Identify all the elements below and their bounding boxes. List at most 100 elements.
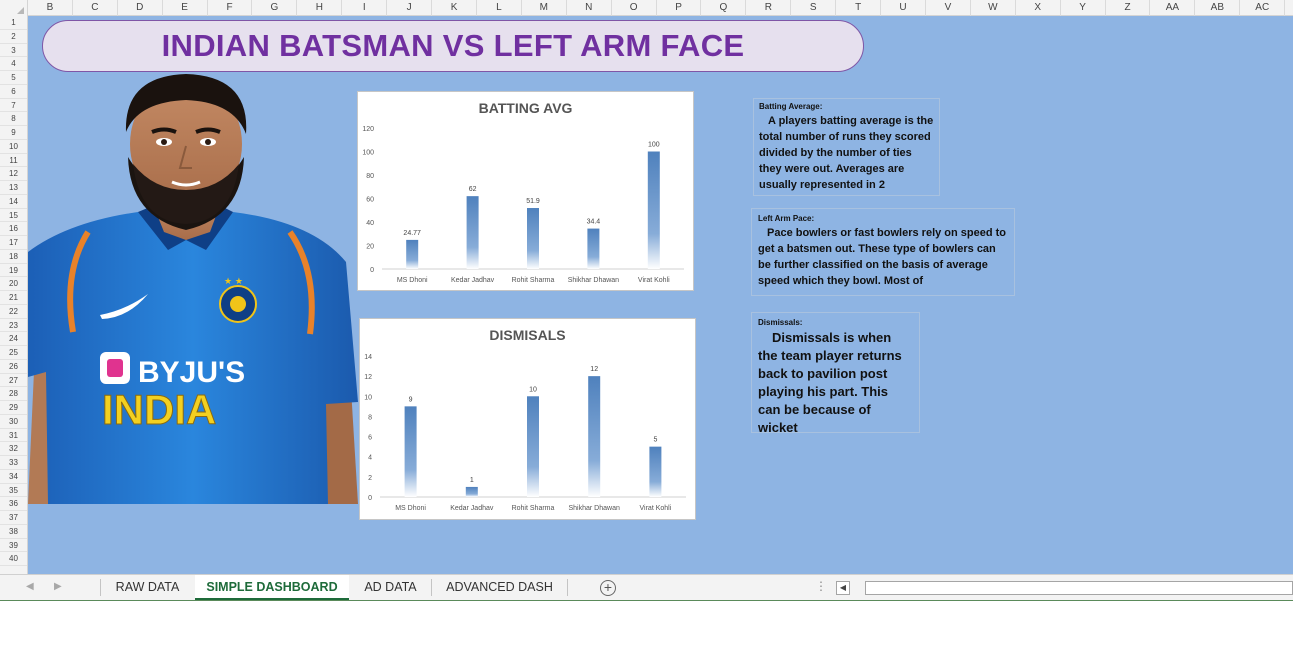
row-header-16[interactable]: 16 bbox=[0, 222, 27, 236]
row-header-30[interactable]: 30 bbox=[0, 415, 27, 429]
row-header-6[interactable]: 6 bbox=[0, 85, 27, 99]
row-header-36[interactable]: 36 bbox=[0, 497, 27, 511]
bar-rohit-sharma[interactable] bbox=[527, 396, 539, 497]
column-header-x[interactable]: X bbox=[1016, 0, 1061, 16]
column-header-z[interactable]: Z bbox=[1106, 0, 1151, 16]
row-header-28[interactable]: 28 bbox=[0, 387, 27, 401]
row-header-21[interactable]: 21 bbox=[0, 291, 27, 305]
triangle-right-icon[interactable]: ▶ bbox=[54, 581, 62, 592]
bar-kedar-jadhav[interactable] bbox=[465, 486, 478, 497]
row-header-10[interactable]: 10 bbox=[0, 140, 27, 154]
column-header-o[interactable]: O bbox=[612, 0, 657, 16]
column-header-l[interactable]: L bbox=[477, 0, 522, 16]
row-header-14[interactable]: 14 bbox=[0, 195, 27, 209]
column-header-p[interactable]: P bbox=[657, 0, 702, 16]
batting-avg-chart[interactable]: BATTING AVG 0 20 40 60 80 100 120 24.77 MS Dhoni 6… bbox=[357, 91, 694, 291]
column-header-j[interactable]: J bbox=[387, 0, 433, 16]
bar-shikhar-dhawan[interactable] bbox=[587, 228, 600, 269]
column-header-h[interactable]: H bbox=[297, 0, 343, 16]
row-header-5[interactable]: 5 bbox=[0, 71, 27, 85]
y-tick-label: 10 bbox=[364, 394, 372, 401]
bar-ms-dhoni[interactable] bbox=[406, 239, 419, 269]
bar-virat-kohli[interactable] bbox=[649, 446, 662, 497]
column-header-m[interactable]: M bbox=[522, 0, 567, 16]
column-header-q[interactable]: Q bbox=[702, 0, 747, 16]
plus-circle-icon[interactable]: + bbox=[600, 580, 616, 596]
bar-ms-dhoni[interactable] bbox=[404, 406, 417, 497]
column-header-b[interactable]: B bbox=[28, 0, 73, 16]
row-header-37[interactable]: 37 bbox=[0, 511, 27, 525]
tab-simple-dashboard[interactable]: SIMPLE DASHBOARD bbox=[195, 575, 349, 600]
dashboard-title-box[interactable]: INDIAN BATSMAN VS LEFT ARM FACE bbox=[42, 20, 864, 72]
row-header-20[interactable]: 20 bbox=[0, 277, 27, 291]
column-header-n[interactable]: N bbox=[567, 0, 612, 16]
scroll-left-icon[interactable]: ◀ bbox=[836, 581, 850, 595]
row-header-13[interactable]: 13 bbox=[0, 181, 27, 195]
tab-ad-data[interactable]: AD DATA bbox=[364, 580, 417, 594]
left-arm-pace-note[interactable]: Left Arm Pace: Pace bowlers or fast bowl… bbox=[751, 208, 1015, 296]
column-header-t[interactable]: T bbox=[836, 0, 882, 16]
row-header-29[interactable]: 29 bbox=[0, 401, 27, 415]
column-header-v[interactable]: V bbox=[926, 0, 971, 16]
row-header-35[interactable]: 35 bbox=[0, 484, 27, 498]
dismissals-note[interactable]: Dismissals: Dismissals is when the team … bbox=[751, 312, 920, 435]
column-header-w[interactable]: W bbox=[971, 0, 1016, 16]
bar-virat-kohli[interactable] bbox=[647, 151, 660, 270]
row-header-27[interactable]: 27 bbox=[0, 374, 27, 388]
row-header-1[interactable]: 1 bbox=[0, 16, 27, 30]
select-all-corner[interactable] bbox=[0, 0, 28, 16]
batting-average-note[interactable]: Batting Average: A players batting avera… bbox=[753, 98, 940, 196]
row-header-8[interactable]: 8 bbox=[0, 112, 27, 126]
row-header-9[interactable]: 9 bbox=[0, 126, 27, 140]
row-header-4[interactable]: 4 bbox=[0, 57, 27, 71]
bar-kedar-jadhav[interactable] bbox=[466, 196, 479, 269]
row-header-19[interactable]: 19 bbox=[0, 264, 27, 278]
dismissals-chart[interactable]: DISMISALS 0 2 4 6 8 10 12 14 9 MS Dhoni 1 Kedar Jadh… bbox=[359, 318, 696, 520]
player-photo[interactable]: ★ ★ BYJU'S INDIA bbox=[28, 72, 358, 504]
column-header-f[interactable]: F bbox=[208, 0, 253, 16]
vertical-dots-icon[interactable]: ⋮ bbox=[815, 579, 827, 593]
row-header-3[interactable]: 3 bbox=[0, 44, 27, 58]
column-header-d[interactable]: D bbox=[118, 0, 163, 16]
triangle-left-icon[interactable]: ◀ bbox=[26, 581, 34, 592]
row-header-24[interactable]: 24 bbox=[0, 332, 27, 346]
column-header-u[interactable]: U bbox=[881, 0, 926, 16]
column-header-g[interactable]: G bbox=[253, 0, 298, 16]
worksheet-area[interactable]: INDIAN BATSMAN VS LEFT ARM FACE bbox=[28, 16, 1293, 574]
column-header-c[interactable]: C bbox=[73, 0, 118, 16]
row-header-23[interactable]: 23 bbox=[0, 319, 27, 333]
horizontal-scrollbar[interactable] bbox=[865, 581, 1293, 595]
row-header-11[interactable]: 11 bbox=[0, 154, 27, 168]
row-header-38[interactable]: 38 bbox=[0, 525, 27, 539]
bar-shikhar-dhawan[interactable] bbox=[588, 376, 601, 497]
row-header-31[interactable]: 31 bbox=[0, 429, 27, 443]
column-header-r[interactable]: R bbox=[746, 0, 792, 16]
column-header-i[interactable]: I bbox=[342, 0, 388, 16]
column-header-k[interactable]: K bbox=[432, 0, 477, 16]
row-header-22[interactable]: 22 bbox=[0, 305, 27, 319]
row-header-18[interactable]: 18 bbox=[0, 250, 27, 264]
row-header-17[interactable]: 17 bbox=[0, 236, 27, 250]
row-header-32[interactable]: 32 bbox=[0, 442, 27, 456]
row-header-26[interactable]: 26 bbox=[0, 360, 27, 374]
row-header-33[interactable]: 33 bbox=[0, 456, 27, 470]
row-header-12[interactable]: 12 bbox=[0, 167, 27, 181]
tab-advanced-dash[interactable]: ADVANCED DASH bbox=[446, 580, 553, 594]
column-header-ab[interactable]: AB bbox=[1195, 0, 1241, 16]
row-header-2[interactable]: 2 bbox=[0, 30, 27, 44]
column-header-s[interactable]: S bbox=[791, 0, 837, 16]
column-header-ac[interactable]: AC bbox=[1240, 0, 1286, 16]
column-header-e[interactable]: E bbox=[163, 0, 208, 16]
row-header-40[interactable]: 40 bbox=[0, 552, 27, 566]
row-header-25[interactable]: 25 bbox=[0, 346, 27, 360]
row-header-34[interactable]: 34 bbox=[0, 470, 27, 484]
bar-rohit-sharma[interactable] bbox=[527, 208, 539, 269]
batting-avg-chart-svg: BATTING AVG 0 20 40 60 80 100 120 24.77 MS Dhoni 6… bbox=[362, 100, 684, 284]
tab-raw-data[interactable]: RAW DATA bbox=[115, 580, 180, 594]
row-header-15[interactable]: 15 bbox=[0, 209, 27, 223]
column-header-y[interactable]: Y bbox=[1061, 0, 1106, 16]
row-header-39[interactable]: 39 bbox=[0, 539, 27, 553]
row-header-7[interactable]: 7 bbox=[0, 99, 27, 113]
column-header-aa[interactable]: AA bbox=[1151, 0, 1196, 16]
y-tick-label: 12 bbox=[364, 374, 372, 381]
